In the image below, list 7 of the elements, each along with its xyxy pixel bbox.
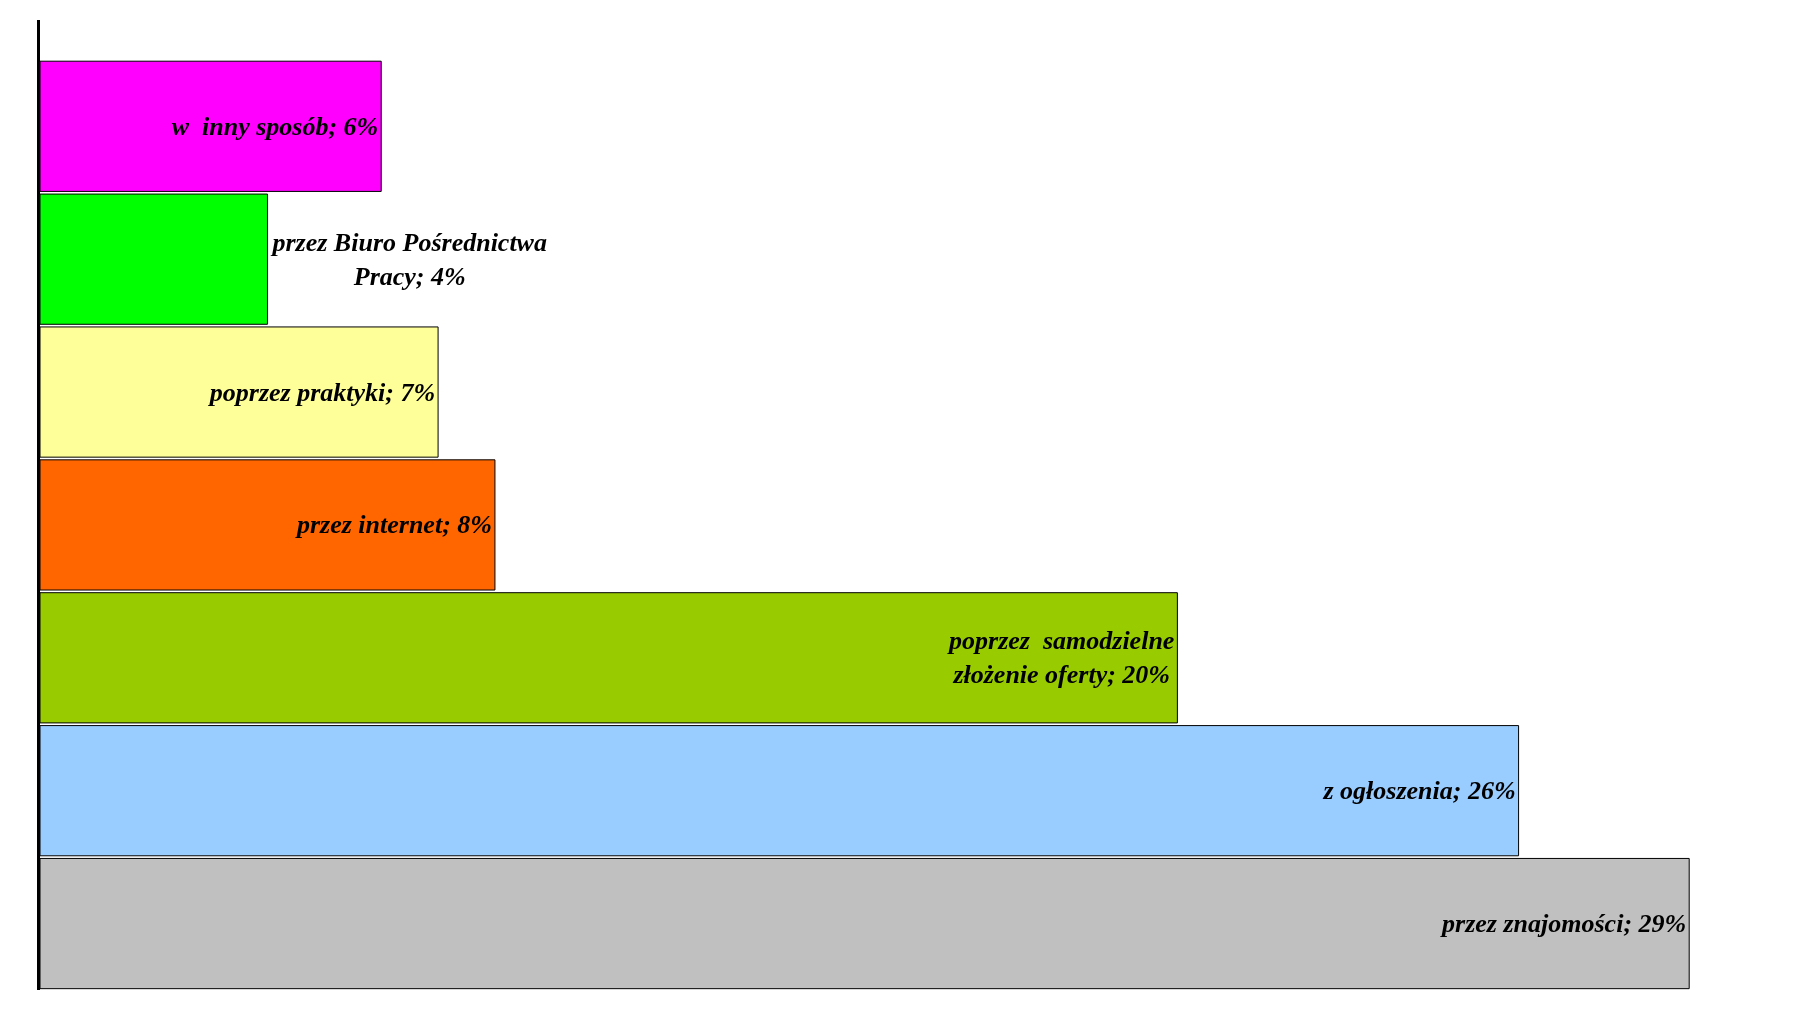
- data-label: z ogłoszenia; 26%: [1322, 776, 1516, 806]
- data-label: poprzez samodzielne złożenie oferty; 20%: [947, 626, 1175, 690]
- data-label: przez znajomości; 29%: [1440, 909, 1687, 939]
- data-label: przez internet; 8%: [294, 510, 492, 540]
- data-label: w inny sposób; 6%: [171, 111, 379, 141]
- data-label: poprzez praktyki; 7%: [207, 377, 436, 407]
- data-label: przez Biuro Pośrednictwa Pracy; 4%: [270, 227, 547, 291]
